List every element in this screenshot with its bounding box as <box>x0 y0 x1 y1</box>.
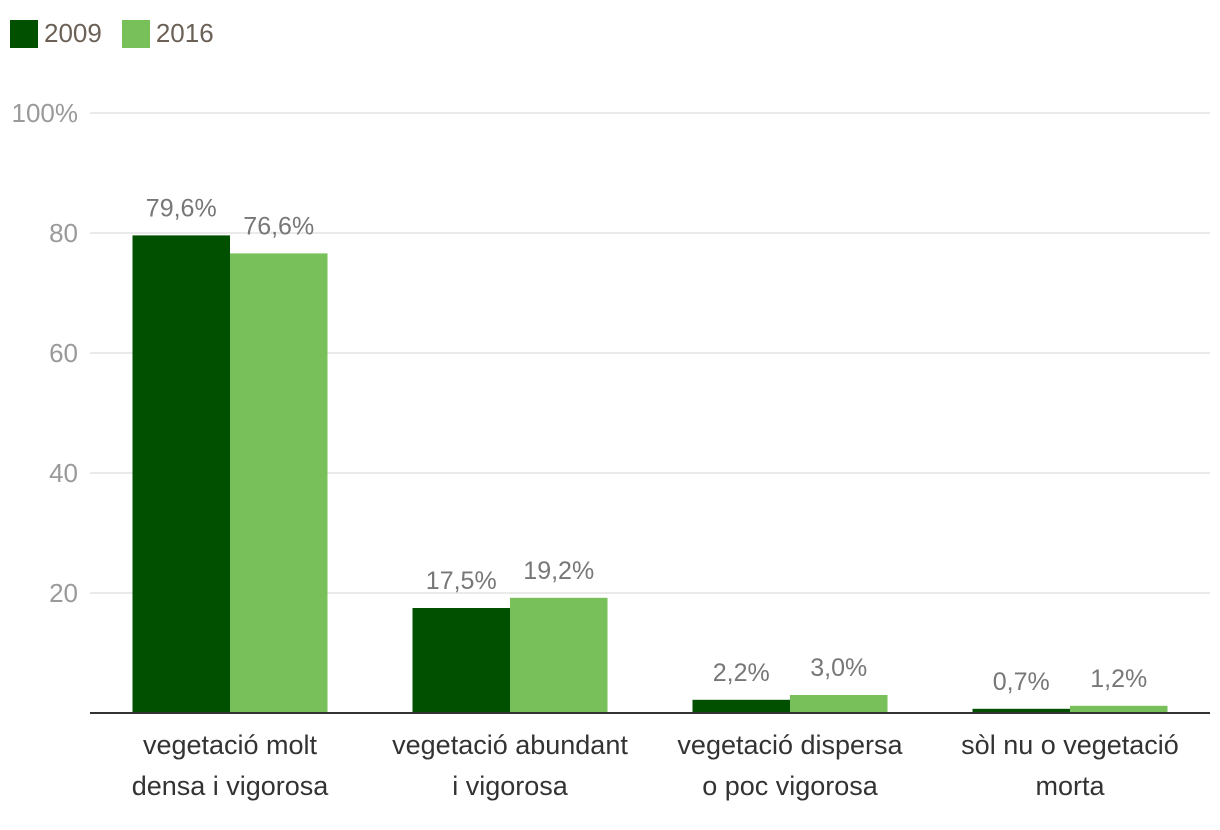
data-label: 17,5% <box>426 567 497 595</box>
y-tick-label: 80 <box>49 218 78 248</box>
x-tick-label: i vigorosa <box>452 771 569 801</box>
data-label: 19,2% <box>523 557 594 585</box>
bar-2009-2[interactable] <box>692 699 791 713</box>
x-tick-label: o poc vigorosa <box>702 771 879 801</box>
bar-2009-1[interactable] <box>412 608 511 713</box>
y-tick-label: 40 <box>49 458 78 488</box>
bar-2009-3[interactable] <box>972 708 1071 713</box>
bar-2016-0[interactable] <box>230 253 328 713</box>
legend-swatch-2016 <box>121 19 150 48</box>
bar-2016-3[interactable] <box>1070 705 1168 713</box>
y-tick-label: 60 <box>49 338 78 368</box>
data-label: 1,2% <box>1090 665 1147 693</box>
bar-2016-1[interactable] <box>510 597 608 713</box>
bar-2009-0[interactable] <box>132 235 231 713</box>
x-tick-label: vegetació dispersa <box>677 730 903 760</box>
y-tick-label: 20 <box>49 578 78 608</box>
legend-swatch-2009 <box>10 19 38 48</box>
data-label: 2,2% <box>713 659 770 687</box>
x-tick-label: vegetació abundant <box>392 730 628 760</box>
legend-label-2009: 2009 <box>44 18 102 48</box>
data-label: 3,0% <box>810 654 867 682</box>
y-tick-label: 100% <box>12 98 79 128</box>
bar-2016-2[interactable] <box>790 695 888 713</box>
legend-item-2009[interactable]: 2009 <box>10 18 102 49</box>
legend: 2009 2016 <box>10 18 214 49</box>
x-tick-label: sòl nu o vegetació <box>961 730 1179 760</box>
x-tick-label: vegetació molt <box>143 730 318 760</box>
legend-label-2016: 2016 <box>155 18 214 48</box>
data-label: 79,6% <box>146 194 217 222</box>
data-label: 0,7% <box>993 668 1050 696</box>
x-tick-label: morta <box>1035 771 1105 801</box>
x-tick-label: densa i vigorosa <box>132 771 330 801</box>
legend-item-2016[interactable]: 2016 <box>121 18 214 49</box>
data-label: 76,6% <box>243 212 314 240</box>
